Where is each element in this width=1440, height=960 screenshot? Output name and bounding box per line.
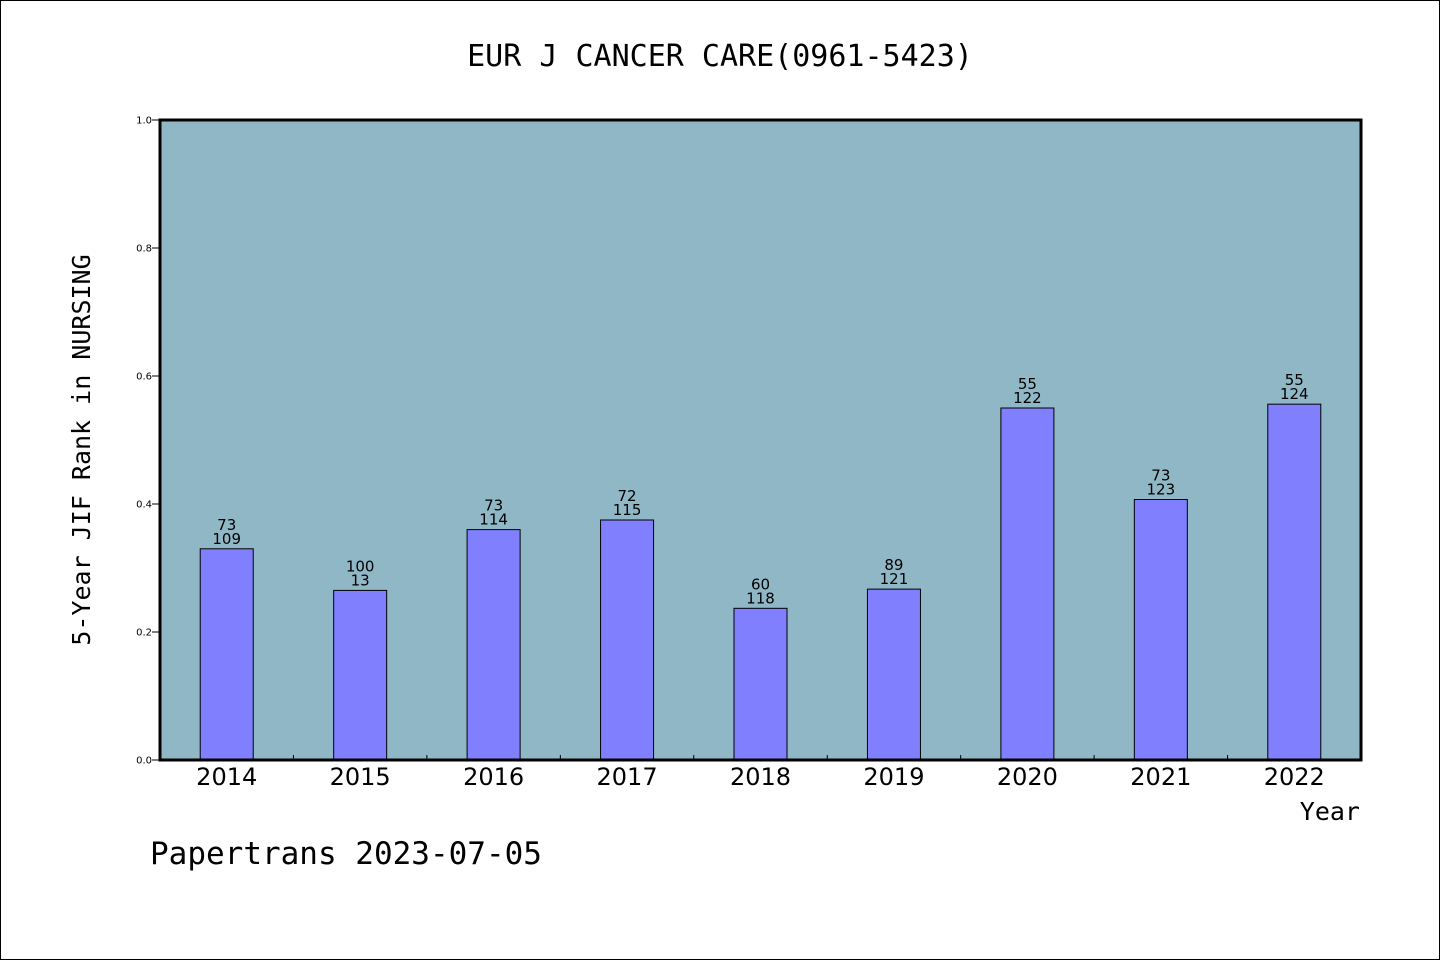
bar-rank-label: 55 xyxy=(1285,371,1304,389)
bar-2016 xyxy=(466,529,521,761)
x-axis-ticks: 2014 2015 2016 2017 2018 2019 2020 2021 2022 xyxy=(196,755,1325,791)
y-tick-label: 0.6 xyxy=(136,372,152,383)
x-tick-label: 2016 xyxy=(463,763,524,791)
footer-text: Papertrans 2023-07-05 xyxy=(150,836,542,872)
y-tick-label: 0.0 xyxy=(136,756,152,767)
bar-total-label: 122 xyxy=(1013,389,1042,407)
bar-rank-label: 60 xyxy=(751,575,770,593)
bar-rank-label: 89 xyxy=(884,556,903,574)
bars: 7310910013731147211560118891215512273123… xyxy=(199,371,1322,761)
bar-rank-label: 73 xyxy=(484,497,503,515)
x-tick-label: 2021 xyxy=(1130,763,1191,791)
bar-rank-label: 73 xyxy=(1151,467,1170,485)
chart-title: EUR J CANCER CARE(0961-5423) xyxy=(467,39,973,74)
bar-total-label: 124 xyxy=(1280,385,1309,403)
bar-2020 xyxy=(1000,407,1055,761)
bar-2014 xyxy=(199,548,254,761)
bar-total-label: 123 xyxy=(1147,481,1176,499)
bar-rank-label: 55 xyxy=(1018,375,1037,393)
bar-2022 xyxy=(1267,403,1322,761)
bar-2015 xyxy=(333,589,388,761)
bar-2018 xyxy=(733,607,788,761)
y-tick-label: 0.8 xyxy=(136,244,152,255)
x-axis-label: Year xyxy=(1300,797,1360,826)
y-tick-label: 0.4 xyxy=(136,500,152,511)
x-tick-label: 2017 xyxy=(597,763,658,791)
x-tick-label: 2014 xyxy=(196,763,257,791)
bar-total-label: 115 xyxy=(613,501,642,519)
bar-2019 xyxy=(866,588,921,761)
bar-total-label: 114 xyxy=(479,511,508,529)
bar-2017 xyxy=(600,519,655,761)
y-tick-label: 0.2 xyxy=(136,628,152,639)
bar-total-label: 13 xyxy=(351,571,370,589)
y-axis-label: 5-Year JIF Rank in NURSING xyxy=(67,254,96,645)
bar-2021 xyxy=(1133,499,1188,761)
y-axis-ticks: 0.0 0.2 0.4 0.6 0.8 1.0 xyxy=(136,116,160,767)
bar-total-label: 121 xyxy=(880,570,909,588)
y-tick-label: 1.0 xyxy=(136,116,152,127)
x-tick-label: 2022 xyxy=(1264,763,1325,791)
x-tick-label: 2015 xyxy=(330,763,391,791)
bar-total-label: 118 xyxy=(746,589,775,607)
bar-rank-label: 100 xyxy=(346,557,375,575)
x-tick-label: 2018 xyxy=(730,763,791,791)
x-tick-label: 2020 xyxy=(997,763,1058,791)
bar-rank-label: 73 xyxy=(217,516,236,534)
x-tick-label: 2019 xyxy=(863,763,924,791)
plot-border xyxy=(158,118,1363,762)
bar-rank-label: 72 xyxy=(618,487,637,505)
bar-total-label: 109 xyxy=(212,530,241,548)
